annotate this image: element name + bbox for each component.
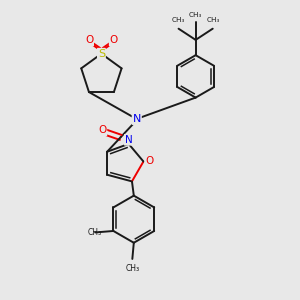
Text: CH₃: CH₃: [189, 12, 202, 18]
Text: O: O: [145, 156, 154, 166]
Text: N: N: [133, 114, 141, 124]
Text: N: N: [125, 135, 133, 145]
Text: S: S: [98, 49, 105, 59]
Text: O: O: [85, 35, 93, 46]
Text: CH₃: CH₃: [88, 228, 102, 237]
Text: O: O: [110, 35, 118, 46]
Text: CH₃: CH₃: [207, 17, 220, 23]
Text: CH₃: CH₃: [125, 264, 140, 273]
Text: CH₃: CH₃: [171, 17, 185, 23]
Text: O: O: [98, 125, 106, 135]
